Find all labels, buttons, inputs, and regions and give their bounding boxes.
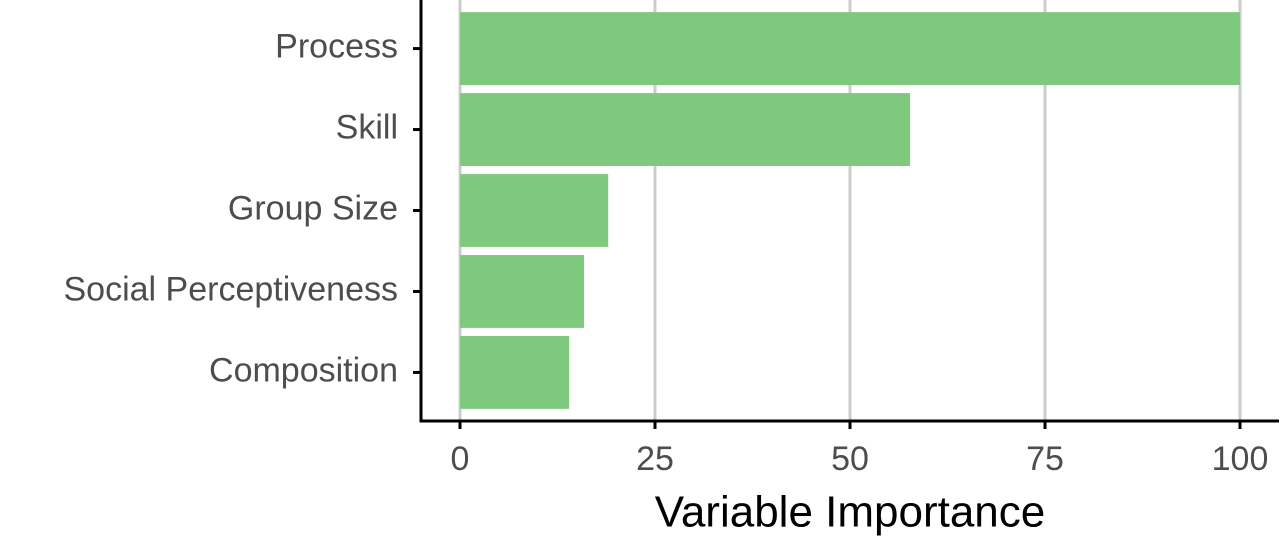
y-tick-label: Skill — [336, 109, 398, 147]
y-tick-label: Composition — [209, 351, 398, 389]
bar — [460, 12, 1240, 86]
x-tick-label: 50 — [831, 440, 869, 478]
y-tick-label: Process — [275, 28, 398, 66]
y-tick-label: Social Perceptiveness — [63, 270, 398, 308]
bar — [460, 93, 911, 166]
bar — [460, 174, 609, 247]
bar — [460, 255, 585, 328]
x-tick-label: 0 — [451, 440, 470, 478]
x-axis-title: Variable Importance — [655, 488, 1046, 537]
x-tick-label: 100 — [1212, 440, 1269, 478]
y-tick-label: Group Size — [228, 189, 398, 227]
x-tick-label: 25 — [636, 440, 674, 478]
bar — [460, 335, 570, 409]
x-tick-label: 75 — [1026, 440, 1064, 478]
